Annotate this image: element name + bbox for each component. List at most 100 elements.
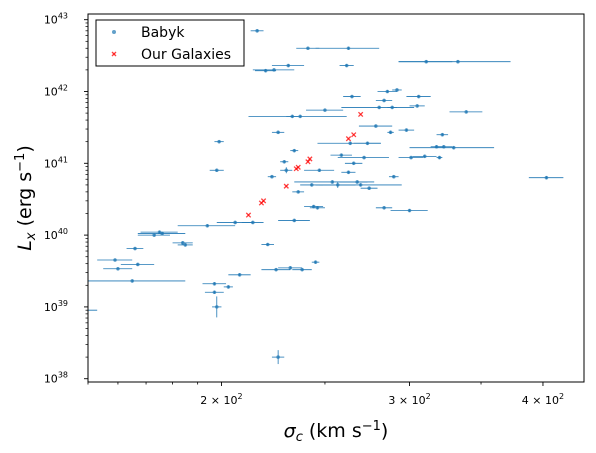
babyk-marker xyxy=(265,242,270,247)
babyk-point xyxy=(228,273,251,277)
babyk-marker xyxy=(270,174,274,179)
babyk-point xyxy=(120,262,155,267)
babyk-point xyxy=(398,128,415,132)
x-label-exp: −1 xyxy=(362,419,381,434)
babyk-marker xyxy=(422,154,427,159)
babyk-point xyxy=(436,132,449,137)
babyk-point xyxy=(290,148,299,153)
babyk-point xyxy=(398,155,424,160)
babyk-marker xyxy=(233,220,237,225)
babyk-point xyxy=(248,114,347,119)
babyk-marker xyxy=(416,94,421,99)
babyk-point xyxy=(271,130,285,135)
x-tick-exp: 2 xyxy=(238,392,243,401)
babyk-point xyxy=(412,154,437,159)
y-tick-label: 1043 xyxy=(44,12,68,27)
babyk-marker xyxy=(346,170,351,175)
babyk-marker xyxy=(226,285,231,289)
babyk-marker xyxy=(276,130,280,135)
babyk-marker xyxy=(214,305,219,309)
babyk-point xyxy=(250,29,264,33)
y-tick-base: 10 xyxy=(44,14,58,27)
babyk-point xyxy=(214,139,224,144)
our-galaxies-point xyxy=(260,198,267,204)
our-marker-stroke xyxy=(260,198,267,204)
babyk-point xyxy=(330,153,352,157)
x-tick-label: 2 × 102 xyxy=(200,392,242,407)
our-marker-stroke xyxy=(307,156,313,162)
our-galaxies-point xyxy=(345,136,352,142)
babyk-marker xyxy=(274,267,278,272)
babyk-marker xyxy=(391,174,396,179)
babyk-marker xyxy=(255,29,259,33)
babyk-marker xyxy=(296,190,301,194)
x-tick-exp: 2 xyxy=(559,392,564,401)
babyk-marker xyxy=(317,168,322,173)
babyk-point xyxy=(358,124,393,128)
babyk-marker xyxy=(276,355,280,359)
babyk-marker xyxy=(292,148,297,153)
plot-area xyxy=(88,29,564,365)
our-galaxies-point xyxy=(245,212,252,218)
babyk-point xyxy=(344,161,363,166)
babyk-point xyxy=(337,155,389,160)
babyk-marker xyxy=(415,104,419,108)
our-galaxies-point xyxy=(307,156,313,162)
babyk-marker xyxy=(272,68,276,72)
babyk-point xyxy=(137,233,170,237)
babyk-point xyxy=(353,141,381,146)
babyk-point xyxy=(343,94,361,99)
babyk-marker xyxy=(451,145,456,150)
our-marker-stroke xyxy=(245,212,252,218)
our-galaxies-point xyxy=(295,164,301,170)
y-tick-exp: 40 xyxy=(58,227,68,236)
babyk-marker xyxy=(157,230,162,234)
x-tick-exp: 2 xyxy=(426,392,431,401)
babyk-marker xyxy=(395,88,399,92)
babyk-point xyxy=(280,159,289,164)
babyk-point xyxy=(406,94,431,99)
babyk-marker xyxy=(309,183,314,187)
babyk-point xyxy=(409,145,495,150)
babyk-point xyxy=(387,105,397,110)
babyk-marker xyxy=(544,175,549,180)
babyk-point xyxy=(388,174,399,179)
axes: 2 × 102 3 × 102 4 × 1021038103910401041104… xyxy=(13,12,585,445)
y-tick-label: 1040 xyxy=(44,227,68,242)
babyk-marker xyxy=(263,68,268,73)
x-label-close: ) xyxy=(381,420,388,442)
babyk-marker xyxy=(385,89,390,94)
y-label-unit: (erg s xyxy=(14,172,36,233)
y-tick-exp: 41 xyxy=(58,155,68,164)
babyk-point xyxy=(375,206,393,210)
babyk-marker xyxy=(116,266,120,271)
babyk-point xyxy=(311,260,320,264)
babyk-point xyxy=(387,130,394,135)
babyk-point xyxy=(339,63,354,68)
babyk-point xyxy=(280,167,293,174)
babyk-marker xyxy=(355,180,359,184)
x-tick-base: 3 × 10 xyxy=(388,394,425,407)
babyk-marker xyxy=(346,46,351,51)
babyk-point xyxy=(292,267,312,272)
x-label-sub: c xyxy=(296,430,303,445)
x-tick-label: 3 × 102 xyxy=(388,392,430,407)
babyk-point xyxy=(292,190,305,194)
legend-label-our: Our Galaxies xyxy=(141,47,231,63)
babyk-marker xyxy=(313,260,318,264)
y-tick-exp: 38 xyxy=(58,371,68,380)
babyk-marker xyxy=(217,139,221,144)
series-babyk xyxy=(88,29,564,365)
babyk-marker xyxy=(382,98,386,103)
y-tick-exp: 39 xyxy=(58,299,68,308)
babyk-marker xyxy=(390,105,394,110)
legend-marker-our xyxy=(111,51,117,57)
data-layer xyxy=(88,29,564,365)
y-label-sub: x xyxy=(24,232,39,241)
y-tick-label: 1041 xyxy=(44,155,68,170)
babyk-marker xyxy=(212,290,217,295)
babyk-point xyxy=(177,223,236,228)
babyk-marker xyxy=(113,258,117,262)
babyk-point xyxy=(97,258,133,262)
